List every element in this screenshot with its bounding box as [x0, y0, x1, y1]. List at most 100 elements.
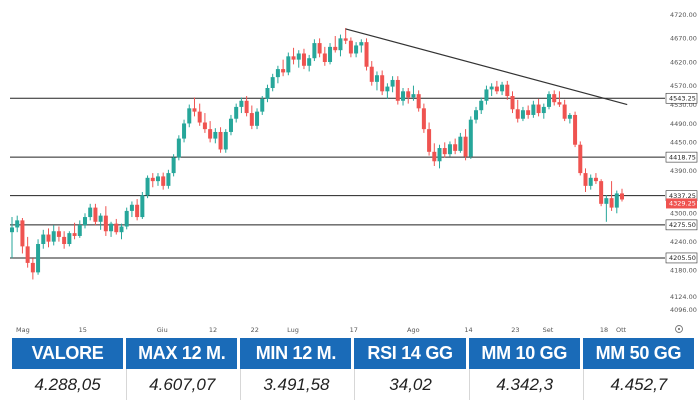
candle-down — [442, 148, 447, 155]
candle-down — [515, 109, 520, 119]
candle-down — [62, 236, 67, 244]
candle-down — [291, 56, 296, 60]
level-label-box — [665, 252, 698, 264]
candle-up — [531, 104, 536, 115]
candle-down — [562, 104, 567, 119]
candle-up — [547, 94, 552, 107]
stat-value: 34,02 — [354, 369, 465, 400]
candle-up — [541, 106, 546, 114]
candle-up — [604, 198, 609, 204]
candle-up — [374, 75, 379, 82]
candle-down — [536, 104, 541, 114]
candle-up — [124, 210, 129, 227]
candle-up — [275, 69, 280, 78]
candle-up — [234, 106, 239, 119]
candle-down — [333, 46, 338, 51]
x-tick-label: 14 — [464, 326, 472, 334]
candle-down — [578, 144, 583, 174]
stat-valore: VALORE 4.288,05 — [12, 338, 124, 400]
stat-value: 4.607,07 — [126, 369, 237, 400]
y-tick-label: 4240.00 — [670, 238, 697, 246]
candle-down — [197, 111, 202, 123]
candle-down — [620, 193, 624, 200]
candle-down — [218, 131, 223, 150]
stat-value: 4.342,3 — [468, 369, 580, 400]
candle-up — [437, 148, 442, 162]
candle-up — [338, 38, 343, 51]
candle-up — [390, 79, 395, 87]
gear-icon-hub — [677, 327, 681, 331]
candle-down — [599, 181, 604, 204]
current-price-label: 4329.25 — [669, 200, 696, 208]
x-tick-label: Giu — [157, 326, 168, 334]
candle-up — [328, 46, 333, 62]
candle-up — [223, 131, 228, 150]
candle-down — [103, 215, 108, 232]
candle-down — [609, 198, 614, 208]
candle-down — [395, 79, 400, 101]
stat-mm-10gg: MM 10 GG 4.342,3 — [468, 338, 580, 400]
level-label-box — [665, 151, 698, 163]
candle-down — [249, 113, 254, 126]
candle-up — [458, 136, 463, 151]
y-tick-label: 4300.00 — [670, 210, 697, 218]
candle-up — [401, 91, 406, 101]
x-tick-label: Lug — [287, 326, 299, 334]
level-label: 4543.25 — [669, 95, 696, 103]
x-tick-label: 15 — [79, 326, 87, 334]
candle-up — [354, 45, 359, 54]
y-tick-label: 4670.00 — [670, 35, 697, 43]
level-label: 4418.75 — [669, 153, 696, 161]
y-tick-label: 4720.00 — [670, 11, 697, 19]
stat-header: RSI 14 GG — [354, 338, 466, 369]
candle-down — [348, 40, 353, 54]
candle-up — [468, 119, 473, 157]
stat-value: 4.288,05 — [34, 374, 101, 394]
candle-down — [573, 114, 578, 145]
candle-up — [67, 233, 72, 244]
candle-up — [213, 131, 218, 139]
candle-up — [255, 111, 260, 126]
candle-up — [145, 177, 150, 196]
candle-up — [166, 173, 171, 186]
stat-header: MAX 12 M. — [126, 338, 238, 369]
x-tick-label: 18 — [600, 326, 608, 334]
y-tick-label: 4620.00 — [670, 58, 697, 66]
candle-up — [109, 223, 114, 232]
y-tick-label: 4570.00 — [670, 82, 697, 90]
level-label-box — [665, 92, 698, 104]
candle-down — [46, 234, 51, 242]
candle-down — [25, 246, 30, 263]
candle-down — [135, 204, 140, 218]
candle-up — [286, 56, 291, 73]
candle-down — [526, 110, 531, 115]
candle-down — [552, 94, 557, 103]
gear-icon-ring — [675, 325, 683, 333]
stat-value: 4.452,7 — [582, 369, 694, 400]
candle-up — [88, 207, 93, 218]
candle-up — [36, 244, 41, 273]
candle-up — [129, 204, 134, 211]
candle-up — [270, 77, 275, 88]
candle-up — [10, 227, 14, 233]
candle-down — [427, 129, 432, 152]
candle-down — [150, 177, 155, 182]
candle-up — [140, 195, 145, 218]
candle-up — [588, 177, 593, 186]
level-label: 4205.50 — [669, 254, 696, 262]
candle-up — [77, 225, 82, 236]
candle-up — [385, 86, 390, 92]
x-tick-label: Ott — [616, 326, 627, 334]
candle-up — [500, 84, 505, 92]
x-tick-label: 22 — [251, 326, 259, 334]
candle-up — [489, 86, 494, 90]
candle-up — [171, 157, 176, 174]
candle-up — [176, 138, 181, 158]
x-tick-label: Mag — [16, 326, 30, 334]
candle-up — [312, 43, 317, 59]
candle-up — [15, 220, 20, 228]
candle-down — [453, 144, 458, 151]
x-tick-label: 12 — [209, 326, 217, 334]
candle-up — [260, 98, 265, 112]
y-tick-label: 4180.00 — [670, 266, 697, 274]
